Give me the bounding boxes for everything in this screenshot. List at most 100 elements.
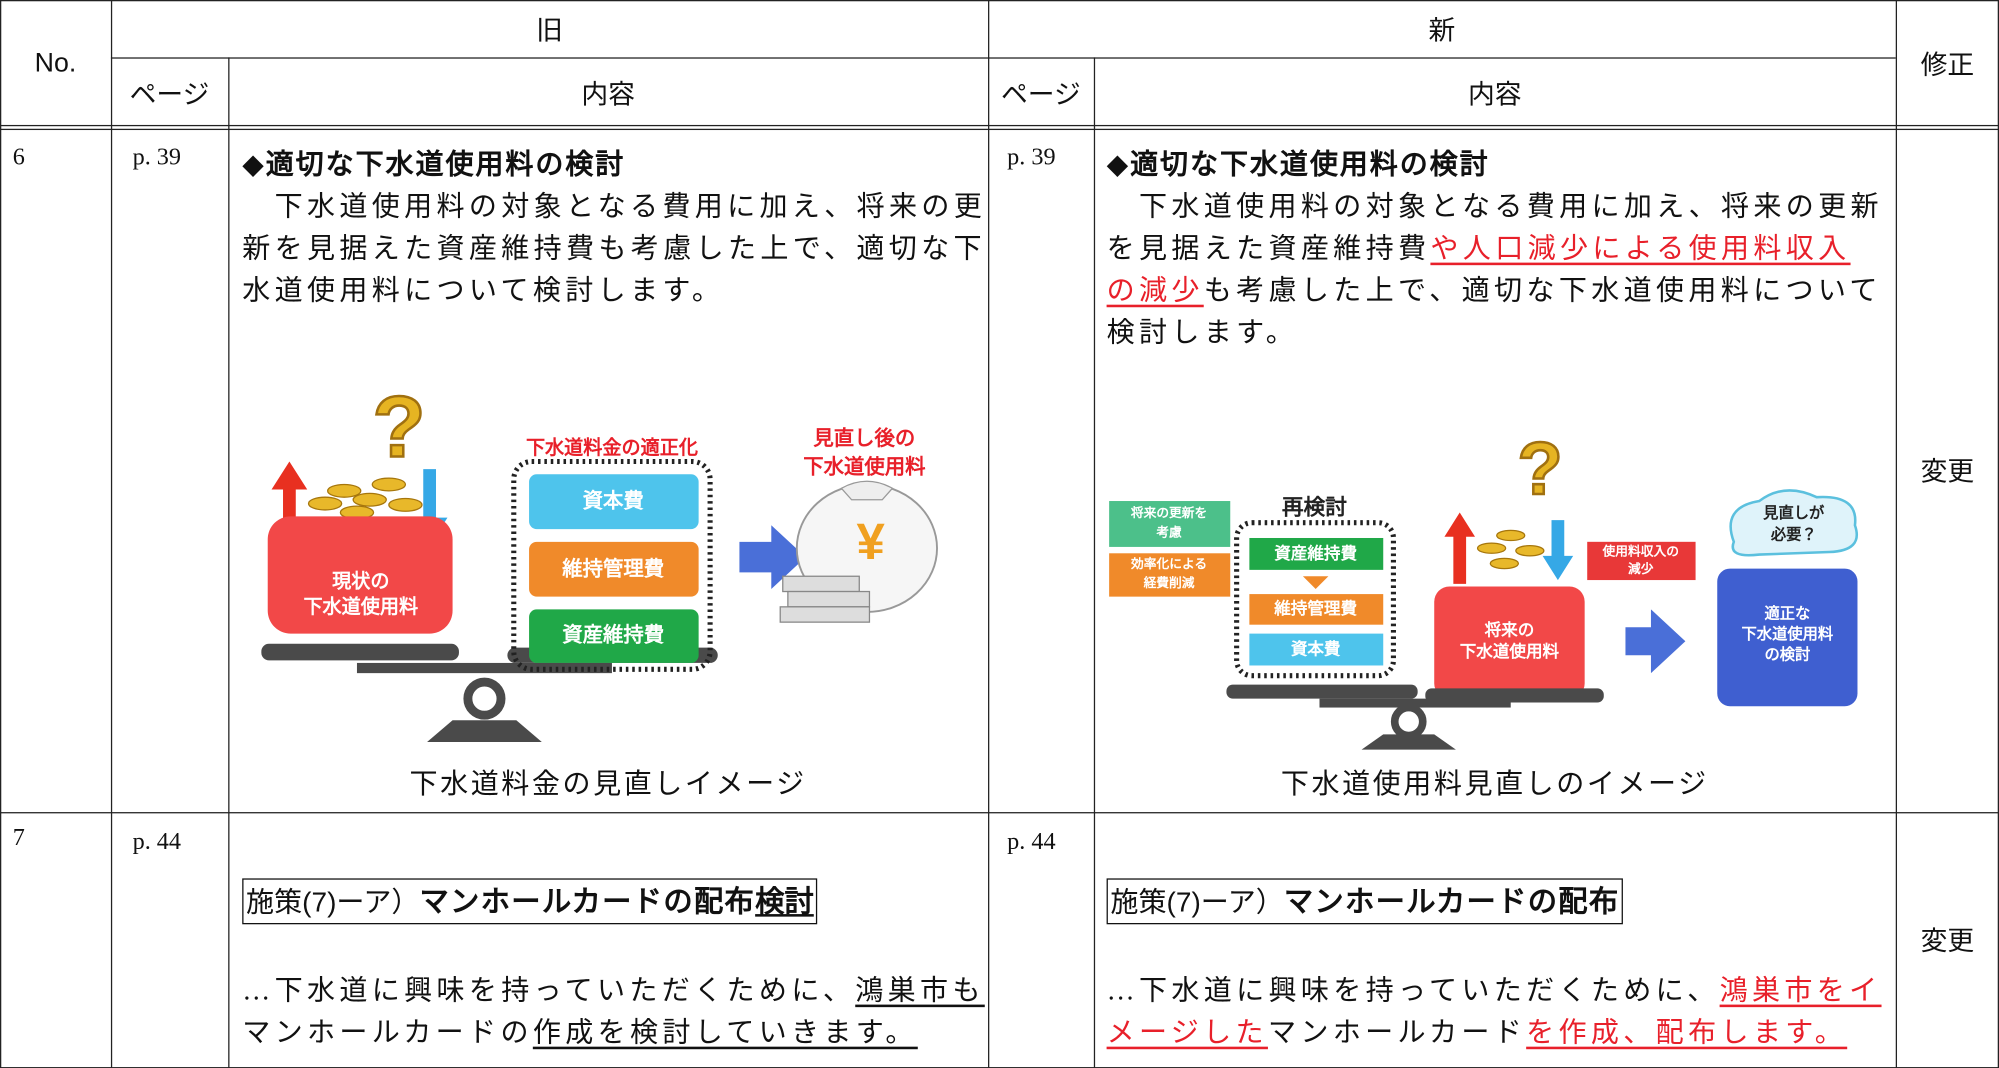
question-mark: ? [373,379,426,475]
figure-label: 下水道使用料 [303,595,418,618]
boxed-heading: 施策(7)ーア）マンホールカードの配布 [1106,878,1624,925]
text-line: の減少も考慮した上で、適切な下水道使用料について [1107,269,1883,311]
text-line: メージしたマンホールカードを作成、配布します。 [1107,1011,1882,1053]
coins [307,477,423,520]
figure-title: 再検討 [1282,494,1347,519]
figure-label: 使用料収入の [1602,543,1679,558]
note-box [1587,541,1696,581]
header-fix: 修正 [1895,0,1999,128]
text-line: 検討します。 [1107,311,1883,353]
text-segment: マンホールカードの配布 [419,884,756,918]
figure-label: 考慮 [1155,524,1182,539]
border [1093,57,1096,1068]
header-no: No. [0,0,111,128]
cost-box [529,474,699,530]
new-figure: 将来の更新を 考慮 効率化による 経費削減 再検討 資産維持費 維持管理費 資本… [1109,426,1858,750]
new-page: p. 44 [1007,828,1056,856]
arrow-down [1302,576,1329,589]
text-segment: 下水道使用料の対象となる費用に加え、将来の更 [242,189,987,222]
figure-label: 下水道使用料 [803,454,926,478]
fix-label: 変更 [1920,456,1975,488]
border [1997,0,1999,1068]
figure-label: 維持管理費 [1273,598,1357,618]
scale-plate [1226,684,1418,699]
old-caption: 下水道料金の見直しイメージ [409,767,807,800]
border [228,57,230,1068]
figure-label: 必要？ [1770,525,1817,543]
text-segment: 下水道使用料の対象となる費用に加え、将来の更新 [1106,189,1883,222]
old-page: p. 44 [132,828,182,856]
speech-bubble [1729,489,1858,557]
figure-label: 資産維持費 [562,623,665,647]
boxed-heading: 施策(7)ーア）マンホールカードの配布検討 [242,878,818,925]
coins [1476,529,1545,570]
note-box [1109,553,1231,597]
text-segment: マンホールカードの配布 [1283,884,1620,918]
old-content: 施策(7)ーア）マンホールカードの配布検討 …下水道に興味を持っていただくために、… [242,834,985,1053]
old-content: ◆適切な下水道使用料の検討 下水道使用料の対象となる費用に加え、将来の更 新を見据… [242,143,986,311]
text-line: マンホールカードの作成を検討していきます。 [242,1011,985,1053]
future-box [1434,586,1585,699]
row-no: 6 [12,144,25,171]
figure-label: 維持管理費 [561,556,665,580]
scale-pivot [1390,703,1427,740]
header-old: 旧 [110,0,989,58]
text-segment: 鴻巣市をイ [1719,974,1882,1006]
arrow-right [739,525,806,589]
old-figure: ? 現状の 下水道使用料 下水道料金の適正化 資本費 維持管理費 資産維持費 見… [261,378,938,742]
border [0,0,1999,2]
text-segment: …下水道に興味を持っていただくために、 [242,974,856,1006]
border [0,124,1999,127]
figure-label: 下水道使用料 [1742,625,1834,643]
header-old-content: 内容 [228,57,989,128]
new-caption: 下水道使用料見直しのイメージ [1280,767,1709,800]
text-segment: 施策(7)ーア） [246,886,420,918]
fix-label: 変更 [1920,925,1975,957]
figure-label: 資産維持費 [1274,543,1357,563]
header-new-content: 内容 [1093,57,1896,128]
dotted-frame [511,458,713,672]
figure-label: 効率化による [1130,556,1207,571]
figure-label: 現状の [332,570,389,593]
cost-box [529,609,699,663]
text-segment: 検討します。 [1106,316,1299,349]
old-page: p. 39 [132,144,182,171]
cost-box [1249,537,1384,570]
cost-box [1249,633,1384,666]
border [1895,0,1898,1068]
figure-label: 下水道使用料 [1460,641,1560,661]
text-line: ◆適切な下水道使用料の検討 [1107,143,1883,185]
text-segment: 作成を検討していきます。 [532,1016,918,1048]
scale-base [1361,734,1456,750]
result-box [1717,568,1858,707]
figure-label: 適正な [1764,605,1810,623]
text-segment: 水道使用料について検討します。 [242,274,725,306]
text-line: …下水道に興味を持っていただくために、鴻巣市をイ [1107,969,1882,1011]
text-segment: 鴻巣市も [855,974,985,1006]
row-no: 7 [12,824,25,852]
figure-label: 将来の更新を [1131,505,1207,520]
figure-label: 経費削減 [1143,575,1195,590]
text-segment: を見据えた資産維持費 [1106,232,1431,264]
border [0,812,1999,814]
text-segment: や人口減少による使用料収入 [1430,232,1851,264]
text-segment: 検討 [755,884,814,918]
text-line: ◆適切な下水道使用料の検討 [242,143,986,185]
note-box [1109,501,1231,547]
text-line: 新を見据えた資産維持費も考慮した上で、適切な下 [242,227,986,269]
question-mark: ? [1517,427,1562,510]
arrow-up [1444,512,1476,584]
text-segment: …下水道に興味を持っていただくために、 [1106,974,1720,1006]
new-content: ◆適切な下水道使用料の検討 下水道使用料の対象となる費用に加え、将来の更新 を見据… [1107,143,1883,353]
text-segment: マンホールカードの [242,1016,533,1048]
figure-label: 将来の [1485,619,1535,639]
border [0,0,2,1068]
scale-plate [261,643,459,661]
text-segment: 新を見据えた資産維持費も考慮した上で、適切な下 [242,232,986,264]
cost-box [529,541,699,597]
text-line: …下水道に興味を持っていただくために、鴻巣市も [242,969,985,1011]
scale-beam [356,662,612,674]
yen-sign: ¥ [857,513,886,570]
